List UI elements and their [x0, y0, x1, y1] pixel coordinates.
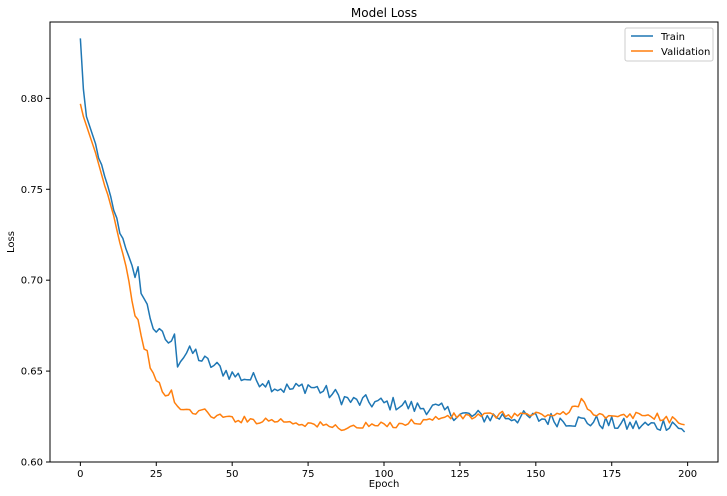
legend-validation-label: Validation — [661, 47, 710, 58]
legend-train-label: Train — [660, 32, 685, 43]
x-tick-label: 0 — [77, 469, 83, 480]
y-tick-label: 0.75 — [21, 185, 43, 196]
x-tick-label: 125 — [450, 469, 469, 480]
x-tick-label: 175 — [602, 469, 621, 480]
x-tick-label: 25 — [150, 469, 163, 480]
y-tick-label: 0.65 — [21, 367, 43, 378]
series-line-train — [79, 38, 686, 433]
series-line-validation — [79, 103, 685, 432]
x-tick-label: 100 — [374, 469, 393, 480]
x-tick-label: 150 — [526, 469, 545, 480]
y-tick-label: 0.80 — [21, 94, 43, 105]
legend: Train Validation — [624, 27, 714, 62]
x-tick-label: 50 — [226, 469, 239, 480]
y-tick-label: 0.70 — [21, 276, 43, 287]
x-tick-label: 75 — [302, 469, 315, 480]
plot-area — [49, 21, 719, 463]
x-axis-title: Epoch — [369, 479, 400, 490]
x-tick-label: 200 — [678, 469, 697, 480]
y-axis: 0.60 0.65 0.70 0.75 0.80 — [21, 94, 50, 469]
y-tick-label: 0.60 — [21, 458, 43, 469]
chart-title: Model Loss — [351, 6, 417, 20]
y-axis-title: Loss — [6, 231, 17, 253]
series-lines — [79, 38, 686, 433]
x-axis: 0 25 50 75 100 125 150 175 200 — [77, 462, 697, 480]
